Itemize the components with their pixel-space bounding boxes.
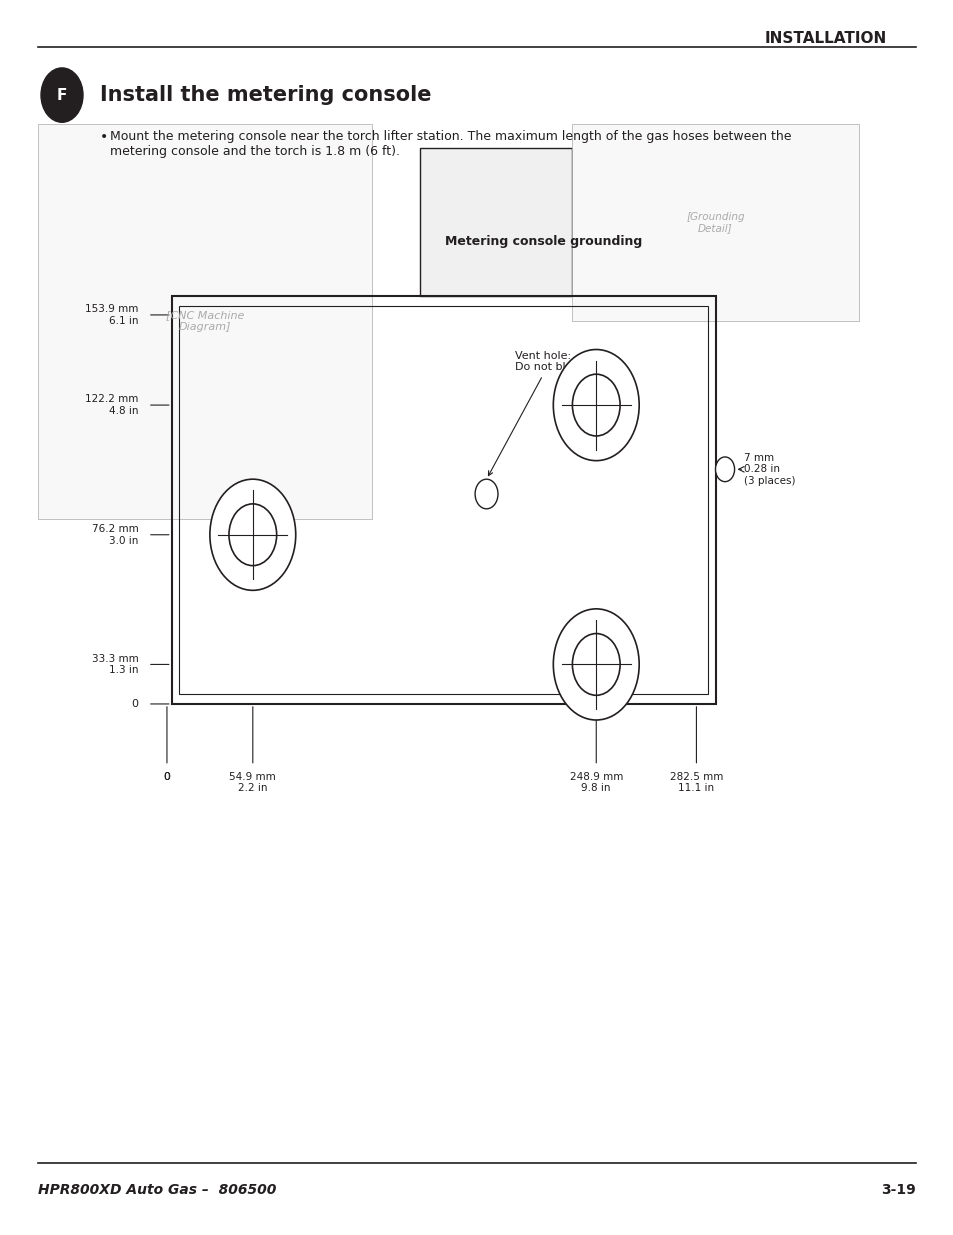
Text: •: • bbox=[100, 130, 109, 143]
Circle shape bbox=[553, 609, 639, 720]
Text: Install the metering console: Install the metering console bbox=[100, 85, 431, 105]
Circle shape bbox=[572, 634, 619, 695]
Bar bbox=[179, 306, 707, 694]
Text: 153.9 mm
6.1 in: 153.9 mm 6.1 in bbox=[85, 304, 138, 326]
Circle shape bbox=[553, 350, 639, 461]
Text: [CNC Machine
Diagram]: [CNC Machine Diagram] bbox=[166, 310, 244, 332]
Text: 54.9 mm
2.2 in: 54.9 mm 2.2 in bbox=[229, 772, 276, 793]
Circle shape bbox=[229, 504, 276, 566]
Circle shape bbox=[41, 68, 83, 122]
Text: 76.2 mm
3.0 in: 76.2 mm 3.0 in bbox=[91, 524, 138, 546]
Text: F: F bbox=[57, 88, 67, 103]
Text: INSTALLATION: INSTALLATION bbox=[764, 31, 886, 46]
Circle shape bbox=[715, 457, 734, 482]
Text: 33.3 mm
1.3 in: 33.3 mm 1.3 in bbox=[91, 653, 138, 676]
Text: 282.5 mm
11.1 in: 282.5 mm 11.1 in bbox=[669, 772, 722, 793]
Text: 0: 0 bbox=[132, 699, 138, 709]
Bar bbox=[172, 296, 715, 704]
Text: 0: 0 bbox=[163, 772, 171, 782]
FancyBboxPatch shape bbox=[38, 124, 372, 519]
Text: 3-19: 3-19 bbox=[881, 1183, 915, 1197]
Circle shape bbox=[210, 479, 295, 590]
Text: Mount the metering console near the torch lifter station. The maximum length of : Mount the metering console near the torc… bbox=[110, 130, 790, 158]
Text: 248.9 mm
9.8 in: 248.9 mm 9.8 in bbox=[569, 772, 622, 793]
Text: 122.2 mm
4.8 in: 122.2 mm 4.8 in bbox=[85, 394, 138, 416]
Circle shape bbox=[475, 479, 497, 509]
FancyBboxPatch shape bbox=[572, 124, 858, 321]
FancyBboxPatch shape bbox=[419, 148, 572, 296]
Text: HPR800XD Auto Gas –  806500: HPR800XD Auto Gas – 806500 bbox=[38, 1183, 276, 1197]
Text: Metering console grounding: Metering console grounding bbox=[445, 235, 641, 248]
Text: [Grounding
Detail]: [Grounding Detail] bbox=[685, 211, 744, 233]
Circle shape bbox=[572, 374, 619, 436]
Text: 7 mm
0.28 in
(3 places): 7 mm 0.28 in (3 places) bbox=[743, 453, 795, 485]
Text: 0: 0 bbox=[164, 772, 170, 782]
Text: Vent hole:
Do not block: Vent hole: Do not block bbox=[488, 351, 584, 475]
